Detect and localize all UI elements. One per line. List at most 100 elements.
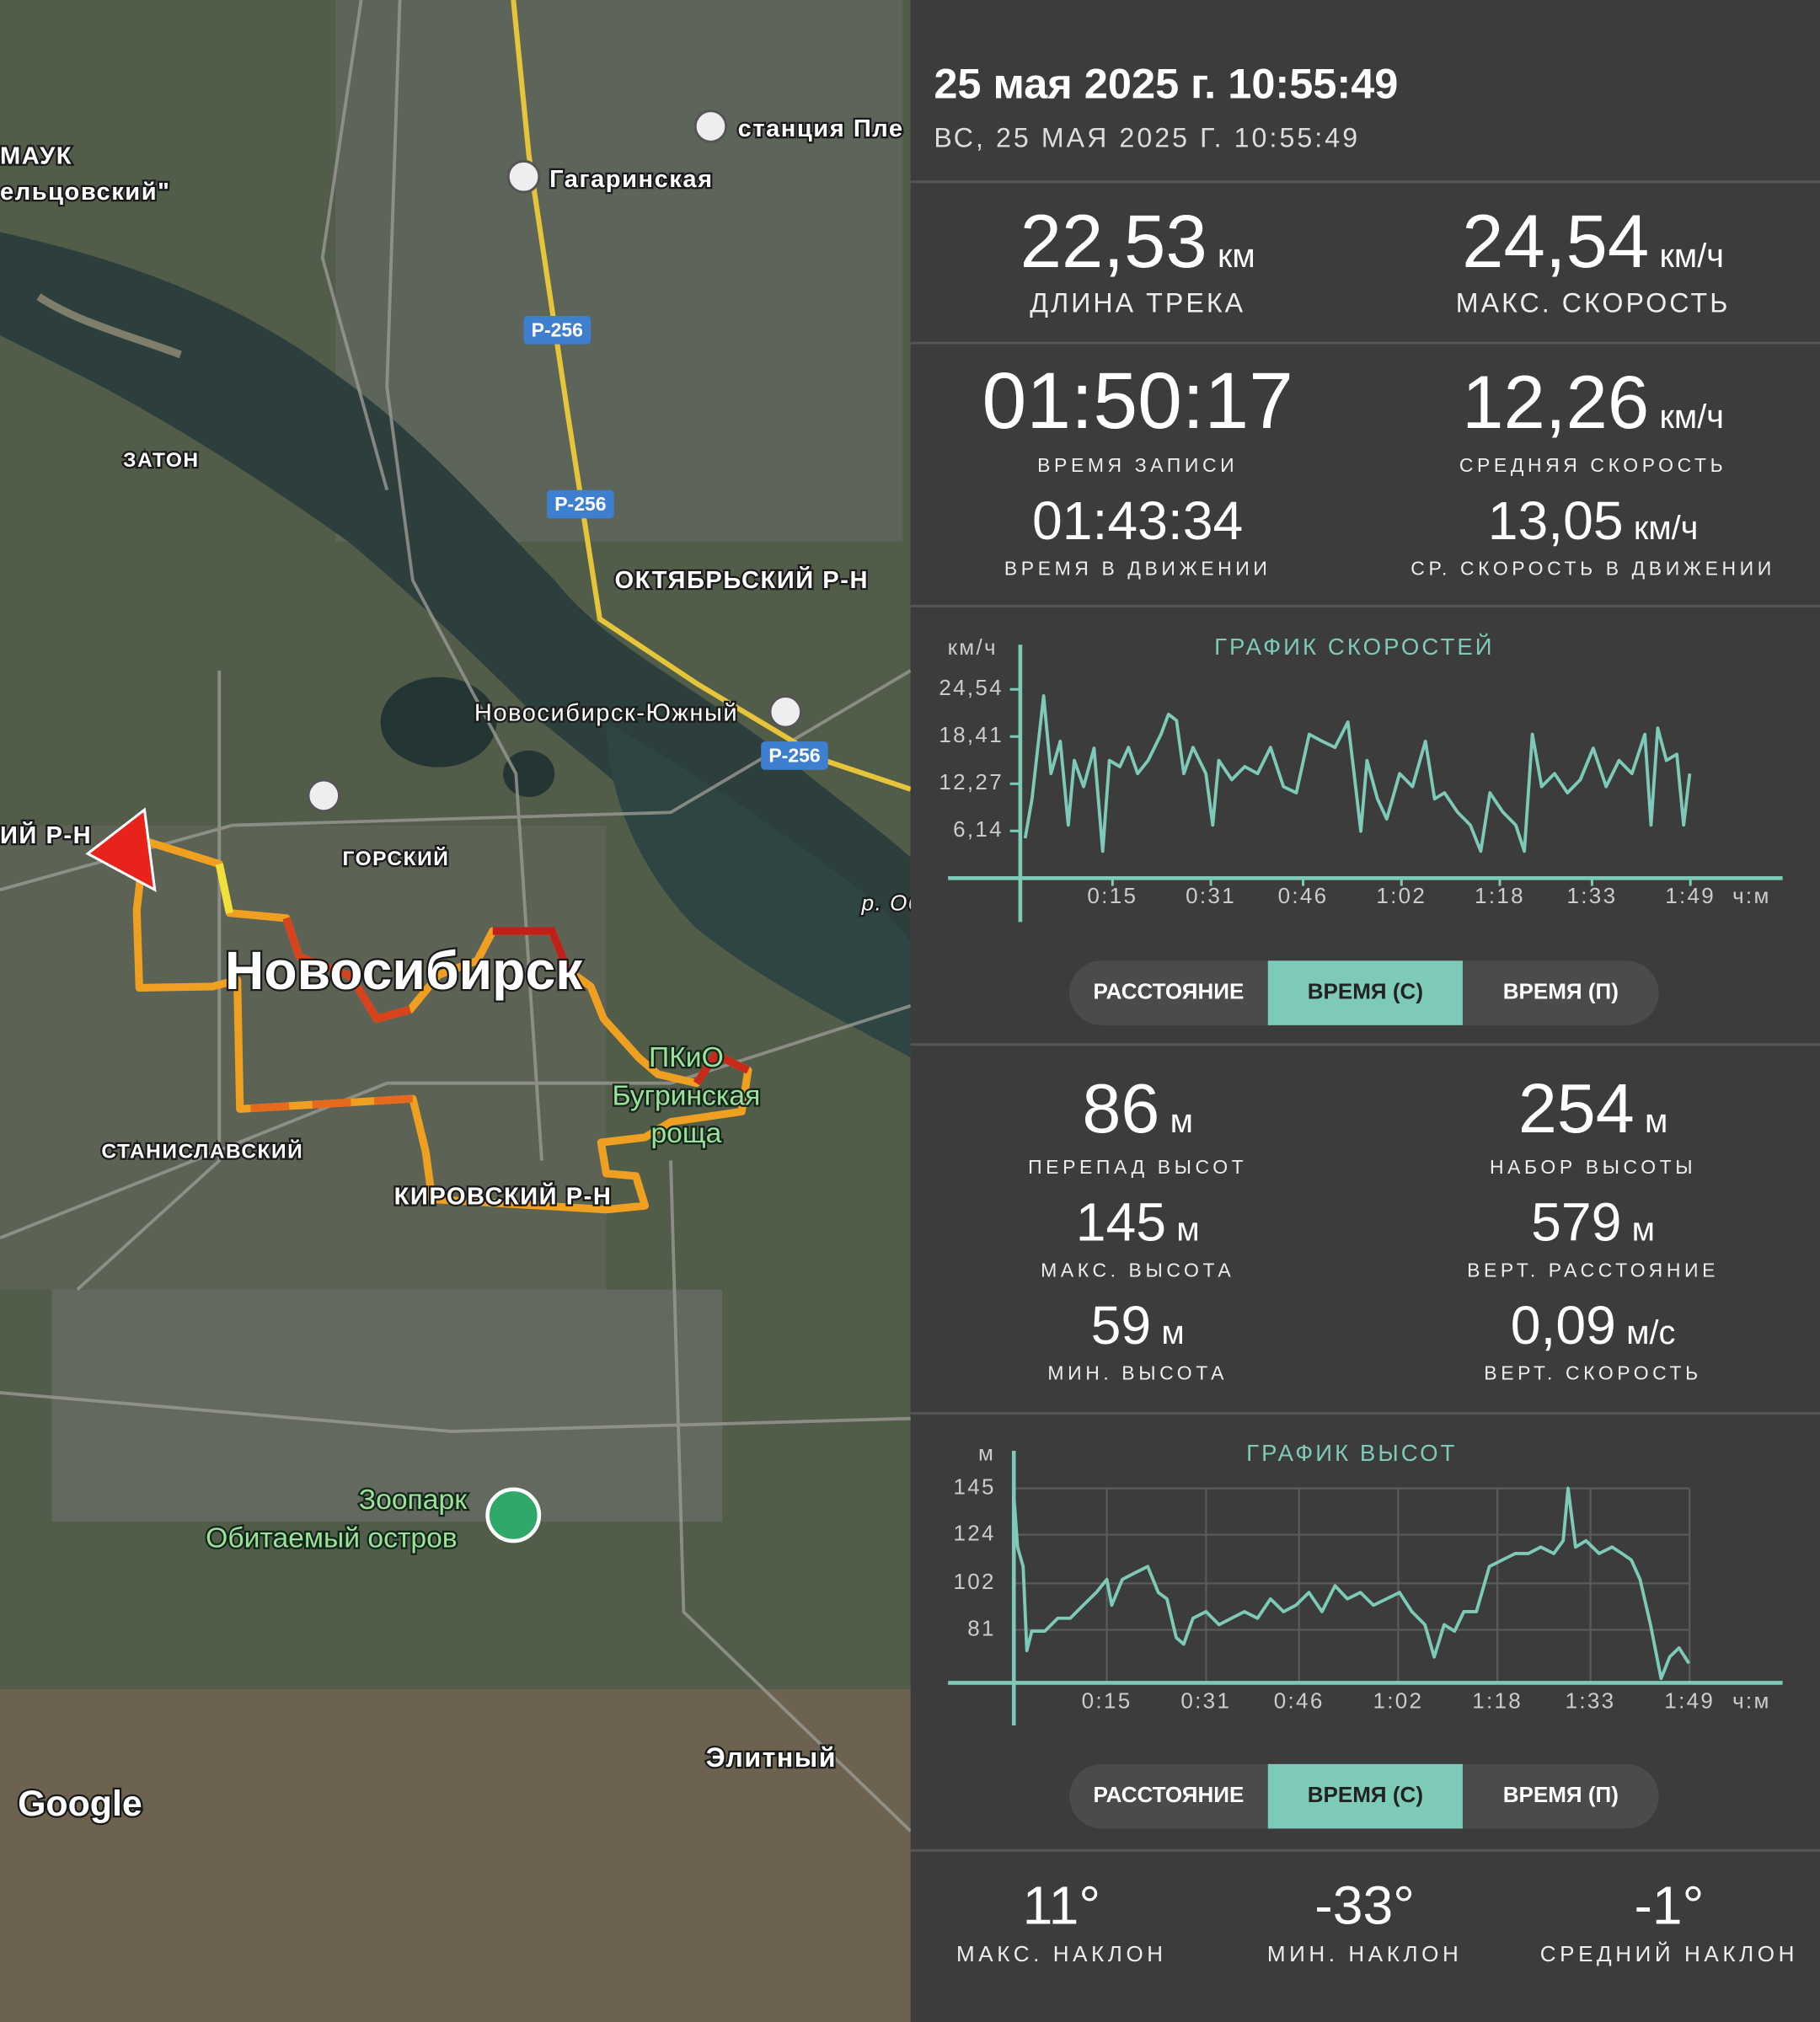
stat-label: ВРЕМЯ ЗАПИСИ	[1037, 454, 1238, 476]
chart: ГРАФИК СКОРОСТЕЙ км/ч ч:м 6,14 12,27 18,41 24,…	[939, 634, 1783, 1025]
stat-value: 01:50:17	[982, 356, 1293, 446]
stat-unit: км	[1218, 238, 1255, 275]
road-badge: Р-256	[768, 745, 820, 767]
poi-label: ПКиО	[649, 1042, 724, 1073]
stat-unit: км/ч	[1659, 399, 1724, 436]
stat-value: 24,54 км/ч	[1462, 200, 1724, 283]
stat-unit: м	[1632, 1211, 1655, 1248]
x-tick-label: 0:15	[1087, 883, 1138, 908]
title: 25 мая 2025 г. 10:55:49	[934, 59, 1398, 107]
stat-value: 22,53 км	[1020, 200, 1255, 283]
map[interactable]: МАУК ельцовский" станция Пле Гагаринская…	[0, 0, 923, 2022]
map-label: ЗАТОН	[123, 449, 200, 472]
tab[interactable]: РАССТОЯНИЕ	[1094, 978, 1245, 1003]
stat-label: МИН. НАКЛОН	[1267, 1941, 1463, 1966]
chart-title: ГРАФИК СКОРОСТЕЙ	[1214, 634, 1495, 660]
tab[interactable]: ВРЕМЯ (С)	[1308, 1782, 1423, 1807]
stat-label: СРЕДНИЙ НАКЛОН	[1540, 1941, 1798, 1966]
x-tick-label: 0:46	[1274, 1688, 1325, 1713]
stat-unit: м	[1170, 1103, 1193, 1140]
stat-number: 86	[1082, 1069, 1159, 1147]
map-label: ГОРСКИЙ	[343, 847, 450, 870]
chart: ГРАФИК ВЫСОТ м ч:м 81 102 124 145 0:15 0:31 0:46 1…	[948, 1440, 1783, 1829]
stat-label: ВРЕМЯ В ДВИЖЕНИИ	[1004, 558, 1271, 580]
tab[interactable]: ВРЕМЯ (П)	[1503, 978, 1619, 1003]
poi-label: роща	[650, 1118, 721, 1149]
city-label: Новосибирск	[225, 940, 583, 1001]
stat-label: СР. СКОРОСТЬ В ДВИЖЕНИИ	[1410, 558, 1775, 580]
stat-value: -33°	[1314, 1875, 1415, 1936]
stat-number: 01:43:34	[1032, 490, 1243, 551]
stat-value: -1°	[1634, 1875, 1704, 1936]
map-label: Новосибирск-Южный	[474, 700, 738, 727]
data-line	[1012, 1486, 1691, 1681]
stat-label: ДЛИНА ТРЕКА	[1030, 287, 1245, 318]
stat-number: 01:50:17	[982, 356, 1293, 446]
stat-value: 86 м	[1082, 1069, 1193, 1147]
x-tick-label: 0:46	[1278, 883, 1329, 908]
stat-label: ПЕРЕПАД ВЫСОТ	[1028, 1156, 1247, 1178]
stat-unit: км/ч	[1634, 510, 1699, 547]
x-tick-label: 1:33	[1567, 883, 1618, 908]
stat-label: СРЕДНЯЯ СКОРОСТЬ	[1459, 454, 1726, 476]
x-tick-label: 1:49	[1664, 1688, 1715, 1713]
stat-value: 145 м	[1076, 1191, 1200, 1252]
poi-label: Обитаемый остров	[206, 1523, 458, 1554]
map-label: ИЙ Р-Н	[0, 821, 92, 849]
map-label: Элитный	[706, 1742, 837, 1773]
stat-value: 0,09 м/с	[1511, 1295, 1676, 1356]
stat-label: МИН. ВЫСОТА	[1047, 1362, 1228, 1384]
tab[interactable]: ВРЕМЯ (С)	[1308, 978, 1423, 1003]
y-tick-label: 18,41	[939, 722, 1004, 747]
stat-number: 22,53	[1020, 200, 1207, 283]
stat-value: 11°	[1023, 1875, 1100, 1936]
road-badge: Р-256	[532, 318, 583, 340]
map-label: ельцовский"	[0, 179, 170, 206]
map-label: Гагаринская	[549, 166, 713, 193]
tab[interactable]: РАССТОЯНИЕ	[1094, 1782, 1245, 1807]
y-tick-label: 24,54	[939, 675, 1004, 700]
poi-label: Бугринская	[612, 1081, 760, 1112]
stat-number: 145	[1076, 1191, 1166, 1252]
stat-number: 13,05	[1488, 490, 1624, 551]
stat-label: МАКС. НАКЛОН	[956, 1941, 1167, 1966]
subtitle: ВС, 25 МАЯ 2025 Г. 10:55:49	[934, 122, 1360, 152]
map-label: ОКТЯБРЬСКИЙ Р-Н	[614, 565, 869, 594]
x-tick-label: 1:18	[1475, 883, 1525, 908]
stat-number: 254	[1518, 1069, 1635, 1147]
x-tick-label: 0:31	[1180, 1688, 1231, 1713]
y-tick-label: 81	[967, 1615, 996, 1640]
y-tick-label: 124	[953, 1521, 995, 1546]
y-axis-unit: км/ч	[948, 634, 998, 660]
stat-value: 12,26 км/ч	[1462, 361, 1724, 444]
x-axis-unit: ч:м	[1732, 1688, 1771, 1713]
stat-label: МАКС. СКОРОСТЬ	[1456, 287, 1731, 318]
stat-value: 254 м	[1518, 1069, 1668, 1147]
stat-unit: м	[1161, 1314, 1184, 1351]
x-axis-unit: ч:м	[1732, 883, 1771, 908]
stat-label: ВЕРТ. СКОРОСТЬ	[1484, 1362, 1702, 1384]
y-axis-unit: м	[978, 1440, 995, 1465]
stat-label: МАКС. ВЫСОТА	[1041, 1259, 1234, 1281]
stat-value: 01:43:34	[1032, 490, 1243, 551]
stat-number: -1°	[1634, 1875, 1704, 1936]
stat-number: 11°	[1023, 1875, 1100, 1936]
y-tick-label: 12,27	[939, 769, 1004, 794]
stat-value: 579 м	[1531, 1191, 1655, 1252]
y-tick-label: 102	[953, 1569, 995, 1594]
tab-active	[1267, 1763, 1463, 1829]
stat-unit: м	[1645, 1103, 1667, 1140]
data-line	[1023, 694, 1692, 853]
stat-value: 13,05 км/ч	[1488, 490, 1699, 551]
x-tick-label: 0:31	[1186, 883, 1236, 908]
tab[interactable]: ВРЕМЯ (П)	[1503, 1782, 1619, 1807]
stat-number: 59	[1091, 1295, 1152, 1356]
tab-active	[1267, 960, 1463, 1025]
chart-title: ГРАФИК ВЫСОТ	[1246, 1440, 1457, 1466]
stat-number: -33°	[1314, 1875, 1415, 1936]
x-tick-label: 1:02	[1376, 883, 1427, 908]
stat-number: 579	[1531, 1191, 1621, 1252]
stat-unit: км/ч	[1659, 238, 1724, 275]
road-badge: Р-256	[554, 493, 606, 515]
